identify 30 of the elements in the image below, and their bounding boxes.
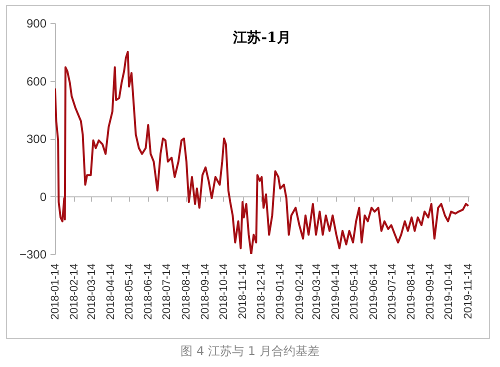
x-tick-label: 2018-11-14	[237, 264, 250, 319]
y-tick-label: 600	[26, 74, 47, 88]
x-tick-label: 2019-05-14	[348, 264, 361, 320]
x-tick-label: 2019-03-14	[311, 264, 324, 320]
x-tick-label: 2018-06-14	[142, 264, 155, 320]
x-tick-label: 2018-04-14	[105, 264, 118, 320]
x-tick-label: 2019-04-14	[330, 264, 342, 320]
x-tick-label: 2019-07-14	[386, 264, 398, 320]
x-tick-label: 2018-09-14	[199, 264, 212, 320]
x-tick-label: 2019-09-14	[424, 264, 437, 320]
x-tick-label: 2019-10-14	[443, 264, 456, 320]
x-tick-label: 2018-03-14	[86, 264, 98, 320]
x-tick-label: 2018-02-14	[68, 264, 81, 320]
x-tick-label: 2019-08-14	[406, 264, 418, 320]
x-tick-label: 2018-10-14	[218, 264, 230, 320]
x-tick-label: 2019-01-14	[274, 264, 287, 320]
x-tick-label: 2018-12-14	[256, 264, 268, 320]
caption: 图 4 江苏与 1 月合约基差	[180, 343, 320, 360]
x-tick-label: 2018-05-14	[124, 264, 136, 320]
text: 江苏-1月	[232, 30, 291, 46]
x-tick-label: 2019-02-14	[294, 264, 306, 320]
x-tick-label: 2018-01-14	[50, 264, 62, 320]
x-tick-label: 2018-08-14	[180, 264, 192, 320]
y-tick-label: 300	[26, 132, 47, 146]
y-tick-label: 0	[40, 190, 47, 204]
x-tick-label: 2018-07-14	[161, 264, 174, 320]
x-tick-label: 2019-11-14	[462, 264, 474, 319]
x-tick-label: 2019-06-14	[368, 264, 380, 320]
y-tick-label: 900	[26, 16, 47, 30]
y-tick-label: −300	[19, 248, 47, 262]
